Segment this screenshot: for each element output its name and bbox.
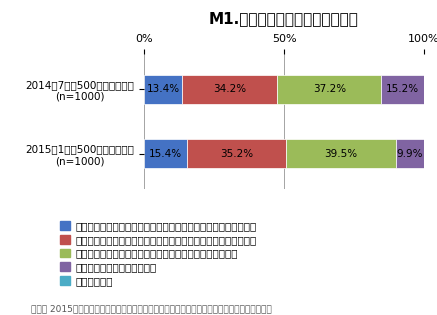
Text: 34.2%: 34.2% xyxy=(213,84,246,94)
Bar xyxy=(182,75,277,104)
Title: M1.マイナンバー制度の認知状況: M1.マイナンバー制度の認知状況 xyxy=(209,11,359,26)
Legend: 内容を理解しており、自社で対応すべき事項も全て把握している, 内容は理解しているが、自社で対応すべき事項は把握していない, 名前だけは知っているが、内容について: 内容を理解しており、自社で対応すべき事項も全て把握している, 内容は理解している… xyxy=(60,221,257,286)
Text: 9.9%: 9.9% xyxy=(397,149,423,158)
Text: 35.2%: 35.2% xyxy=(220,149,253,158)
Text: 37.2%: 37.2% xyxy=(313,84,346,94)
Text: 出典： 2015年版中堅・中小企業における法制度対応に関する動向レポート（ノークリサーチ）: 出典： 2015年版中堅・中小企業における法制度対応に関する動向レポート（ノーク… xyxy=(31,304,271,313)
Text: 15.4%: 15.4% xyxy=(149,149,182,158)
Text: 13.4%: 13.4% xyxy=(146,84,180,94)
Bar xyxy=(144,75,182,104)
Bar xyxy=(396,139,424,168)
Text: 15.2%: 15.2% xyxy=(386,84,419,94)
Bar xyxy=(187,139,286,168)
Bar xyxy=(286,139,396,168)
Bar xyxy=(382,75,424,104)
Bar xyxy=(144,139,187,168)
Bar xyxy=(277,75,382,104)
Text: 39.5%: 39.5% xyxy=(324,149,357,158)
